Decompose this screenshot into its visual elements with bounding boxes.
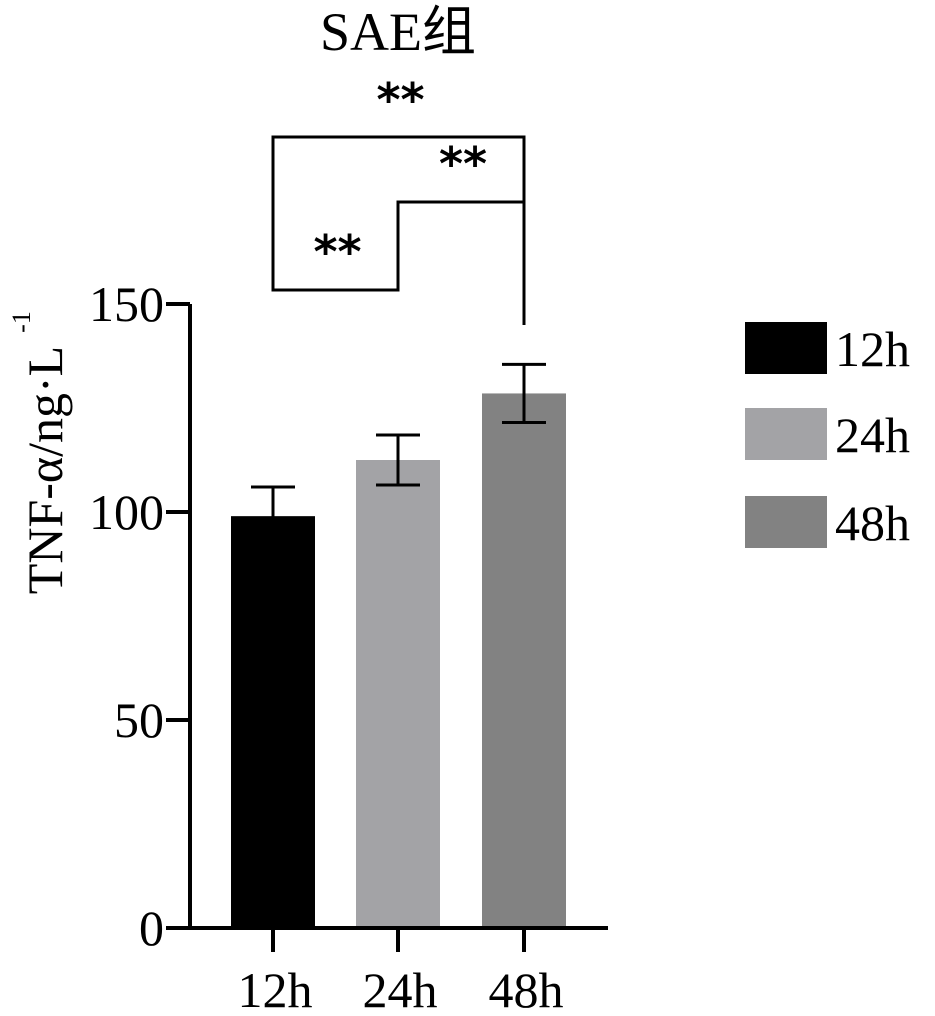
bar-12h: [231, 516, 315, 928]
significance-bracket-3: [271, 135, 526, 325]
bar-48h: [482, 393, 566, 928]
legend-swatch-12h: [745, 322, 827, 374]
legend-swatch-24h: [745, 408, 827, 460]
significance-label-1: **: [313, 225, 361, 279]
y-tick-label-0: 0: [139, 900, 164, 956]
legend: 12h 24h 48h: [745, 321, 910, 551]
y-tick-label-150: 150: [89, 276, 164, 332]
x-tick-label-24h: 24h: [363, 962, 438, 1016]
plot-area: 0 50 100 150 12h 24h 48h ** ** **: [89, 73, 608, 1016]
significance-label-3: **: [376, 73, 424, 127]
legend-swatch-48h: [745, 496, 827, 548]
significance-bracket-2: [396, 200, 526, 325]
y-tick-label-50: 50: [114, 692, 164, 748]
y-tick-label-100: 100: [89, 484, 164, 540]
bar-24h: [356, 460, 440, 928]
significance-label-2: **: [439, 137, 487, 191]
significance-bracket-1: [271, 150, 400, 292]
x-tick-label-48h: 48h: [489, 962, 564, 1016]
chart-title: SAE组: [320, 2, 476, 62]
legend-label-48h: 48h: [835, 495, 910, 551]
y-axis-label: TNF-α/ng·L: [17, 346, 73, 594]
x-tick-label-12h: 12h: [238, 962, 313, 1016]
y-axis-label-superscript: -1: [7, 311, 36, 333]
legend-label-24h: 24h: [835, 407, 910, 463]
legend-label-12h: 12h: [835, 321, 910, 377]
